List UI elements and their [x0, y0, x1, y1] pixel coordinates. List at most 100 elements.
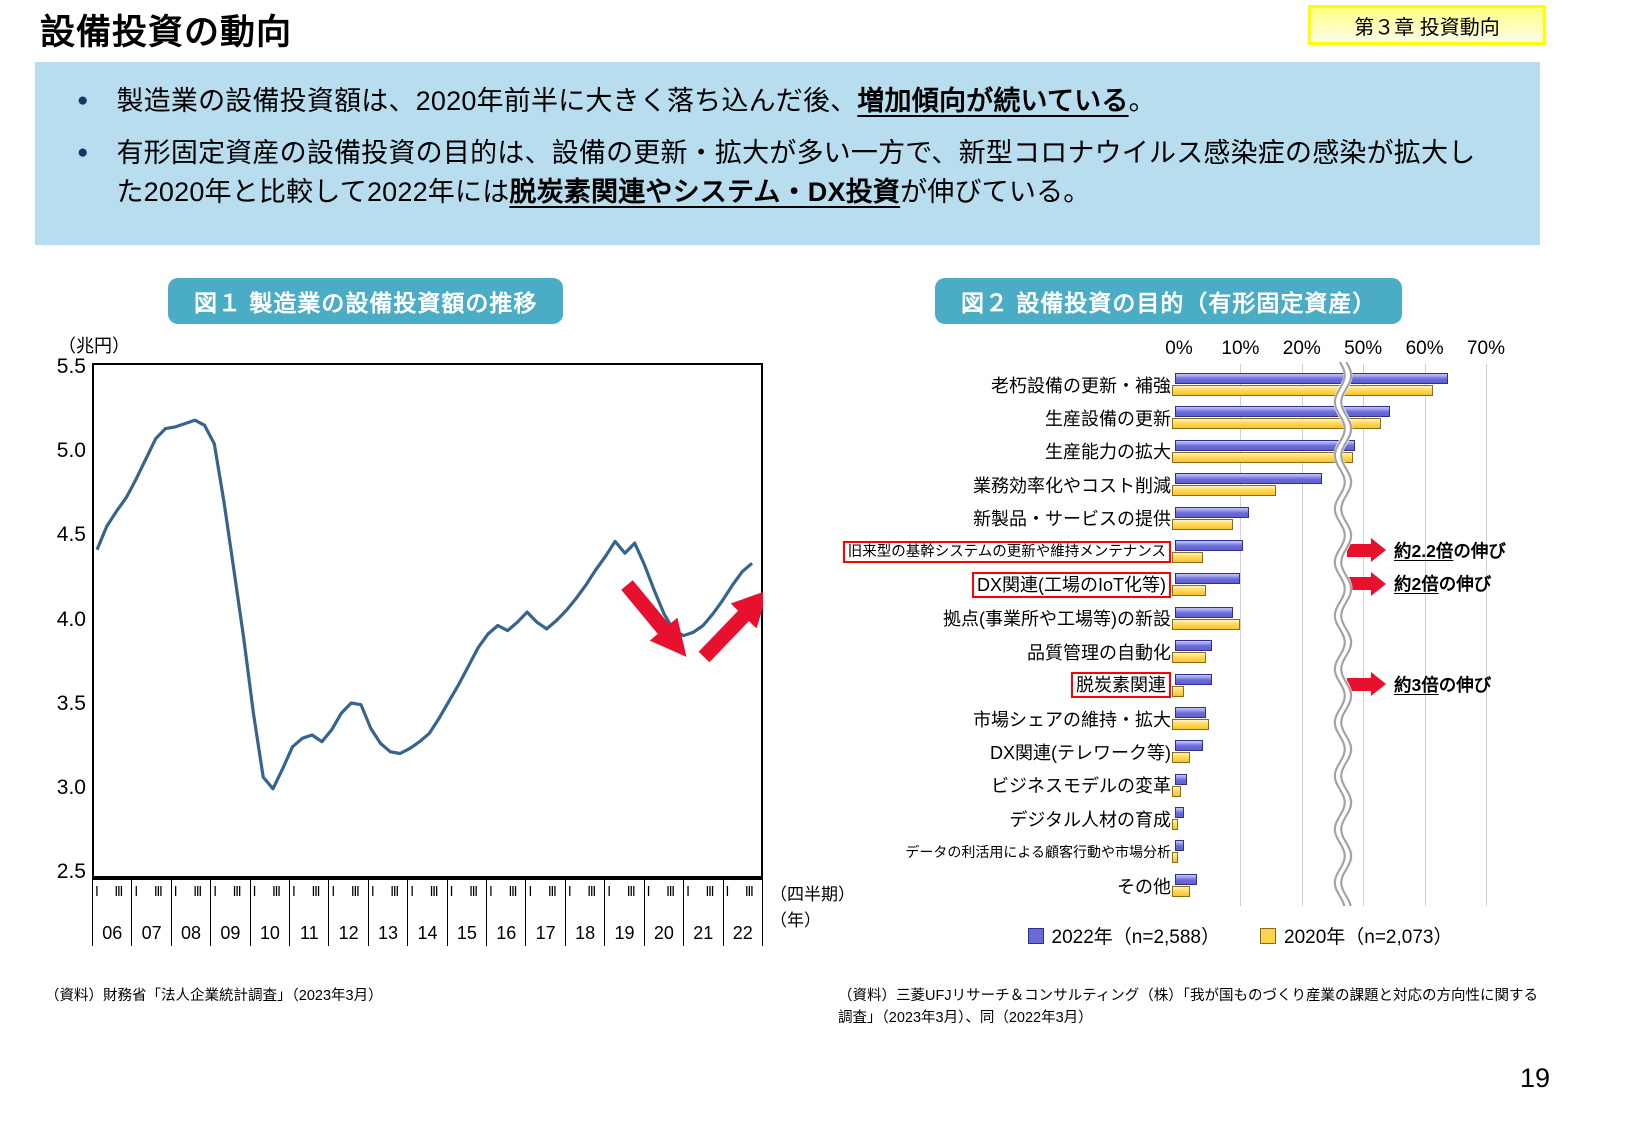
- bar-2022: [1175, 606, 1234, 618]
- legend-item-2020: 2020年（n=2,073）: [1260, 922, 1452, 949]
- plain-text: 有形固定資産の設備投資の目的は、設備の更新・拡大が多い一方で、新型コロナウイルス…: [116, 138, 1476, 207]
- bar-2022: [1175, 640, 1212, 652]
- figure2-bar-pair: [1172, 401, 1520, 434]
- highlighted-category-label: 旧来型の基幹システムの更新や維持メンテナンス: [842, 540, 1171, 563]
- bar-2022: [1175, 840, 1185, 852]
- plain-text: 。: [1128, 86, 1156, 116]
- growth-annotation-text: 約3倍の伸び: [1394, 672, 1491, 697]
- bar-2022: [1175, 673, 1212, 685]
- figure1-year-label: 11: [299, 923, 319, 943]
- growth-ratio-underlined: 約2倍: [1394, 574, 1439, 595]
- figure1-year-label: 10: [259, 923, 280, 943]
- bar-2020: [1172, 885, 1191, 897]
- figure1-year-cell: Ⅰ Ⅲ 19: [604, 880, 643, 946]
- category-label-text: 品質管理の自動化: [1027, 642, 1171, 663]
- chapter-badge: 第３章 投資動向: [1308, 5, 1546, 45]
- figure1-quarter-ticks: Ⅰ Ⅲ: [686, 884, 721, 899]
- figure1-year-label: 17: [535, 923, 556, 943]
- figure2-bar-pair: [1172, 468, 1520, 501]
- bar-2020: [1172, 418, 1381, 430]
- figure2-category-label: データの利活用による顧客行動や市場分析: [840, 842, 1175, 862]
- highlighted-category-label: 脱炭素関連: [1071, 671, 1171, 699]
- figure2-x-tick-label: 50%: [1344, 338, 1383, 359]
- red-arrow-head: [1371, 538, 1386, 563]
- bar-2020: [1172, 618, 1240, 630]
- figure2-source-line2: 調査」（2023年3月）、同（2022年3月）: [838, 1009, 1093, 1026]
- figure1-year-cell: Ⅰ Ⅲ 15: [446, 880, 486, 946]
- legend-label: 2020年（n=2,073）: [1284, 927, 1453, 948]
- bar-2022: [1175, 506, 1249, 518]
- figure2-bar-pair: [1172, 368, 1520, 401]
- figure1-axis-note-year: （年）: [770, 911, 821, 931]
- bar-2022: [1175, 439, 1356, 451]
- figure1-year-cell: Ⅰ Ⅲ 09: [210, 880, 249, 946]
- figure1-year-cell: Ⅰ Ⅲ 13: [367, 880, 407, 946]
- bar-2022: [1175, 373, 1449, 384]
- figure1-quarter-ticks: Ⅰ Ⅲ: [292, 884, 327, 899]
- growth-annotation: 約3倍の伸び: [1347, 672, 1491, 697]
- figure1-year-cell: Ⅰ Ⅲ 06: [92, 880, 131, 946]
- bullet-icon: ●: [77, 142, 89, 164]
- figure2-row: 拠点(事業所や工場等)の新設: [840, 602, 1540, 635]
- figure1-year-label: 20: [653, 923, 674, 943]
- figure1-year-label: 13: [378, 923, 399, 943]
- figure2-row: 脱炭素関連 約3倍の伸び: [840, 669, 1540, 702]
- figure1-y-tick-label: 4.0: [56, 607, 86, 631]
- figure2-x-tick-label: 0%: [1165, 338, 1193, 359]
- figure2-row: 生産設備の更新: [840, 401, 1540, 434]
- figure2-row: 生産能力の拡大: [840, 435, 1540, 468]
- figure2-category-label: DX関連(工場のIoT化等): [840, 571, 1175, 599]
- figure2-category-label: 生産能力の拡大: [840, 438, 1175, 464]
- figure1-quarter-ticks: Ⅰ Ⅲ: [607, 884, 642, 899]
- figure1-year-cell: Ⅰ Ⅲ 11: [289, 880, 328, 946]
- bar-2020: [1172, 385, 1433, 396]
- figure1-y-tick-label: 3.0: [56, 775, 86, 799]
- figure1-quarter-ticks: Ⅰ Ⅲ: [489, 884, 524, 899]
- figure2-row: 新製品・サービスの提供: [840, 502, 1540, 535]
- figure2-x-axis-ticks: 0% 10% 20% 50% 60% 70%: [1165, 338, 1520, 362]
- figure2-source-line1: （資料）三菱UFJリサーチ＆コンサルティング（株）「我が国ものづくり産業の課題と…: [838, 988, 1538, 1004]
- figure2-bar-pair: [1172, 869, 1520, 902]
- figure2-legend: 2022年（n=2,588） 2020年（n=2,073）: [1000, 922, 1480, 949]
- bar-2020: [1172, 551, 1203, 563]
- recovery-arrow-icon: [698, 590, 769, 663]
- figure2-bar-pair: 約2倍の伸び: [1172, 568, 1520, 601]
- bar-2022: [1175, 807, 1185, 819]
- figure1-year-label: 14: [417, 923, 438, 943]
- figure2-bar-pair: [1172, 702, 1520, 735]
- bar-2020: [1172, 652, 1206, 664]
- red-arrow-icon: [1347, 571, 1386, 596]
- figure2-row: 市場シェアの維持・拡大: [840, 702, 1540, 735]
- figure2-category-label: デジタル人材の育成: [840, 806, 1175, 832]
- figure1-line-chart: [92, 363, 769, 878]
- category-label-text: デジタル人材の育成: [1009, 809, 1171, 830]
- figure1-year-label: 08: [181, 923, 202, 943]
- figure1-quarter-ticks: Ⅰ Ⅲ: [646, 884, 682, 899]
- chapter-badge-label: 第３章 投資動向: [1354, 16, 1500, 39]
- summary-bullet-1: ● 製造業の設備投資額は、2020年前半に大きく落ち込んだ後、増加傾向が続いている…: [77, 82, 1500, 120]
- figure2-category-label: 生産設備の更新: [840, 405, 1175, 431]
- figure1-year-label: 07: [141, 923, 162, 943]
- figure2-category-label: 旧来型の基幹システムの更新や維持メンテナンス: [840, 540, 1175, 563]
- figure1-year-cell: Ⅰ Ⅲ 20: [643, 880, 683, 946]
- figure1-y-tick-label: 5.0: [56, 439, 86, 463]
- decline-arrow-icon: [621, 580, 687, 657]
- summary-box: ● 製造業の設備投資額は、2020年前半に大きく落ち込んだ後、増加傾向が続いている…: [35, 62, 1540, 245]
- figure2-source: （資料）三菱UFJリサーチ＆コンサルティング（株）「我が国ものづくり産業の課題と…: [838, 986, 1548, 1030]
- figure2-bar-pair: 約2.2倍の伸び: [1172, 535, 1520, 568]
- figure2-bar-pair: [1172, 735, 1520, 768]
- bar-2022: [1175, 539, 1243, 551]
- figure1-quarter-ticks: Ⅰ Ⅲ: [134, 884, 169, 899]
- highlighted-category-label: DX関連(工場のIoT化等): [972, 571, 1171, 599]
- figure2-category-label: 品質管理の自動化: [840, 639, 1175, 665]
- figure1-quarter-ticks: Ⅰ Ⅲ: [725, 884, 760, 899]
- page-number: 19: [1520, 1063, 1551, 1093]
- figure2-row: 業務効率化やコスト削減: [840, 468, 1540, 501]
- bar-2022: [1175, 573, 1240, 585]
- figure1-y-tick-label: 4.5: [56, 523, 86, 547]
- figure1-year-label: 09: [220, 923, 241, 943]
- bar-2020: [1172, 585, 1206, 597]
- legend-swatch-icon: [1027, 927, 1044, 944]
- figure1-quarter-ticks: Ⅰ Ⅲ: [528, 884, 563, 899]
- growth-ratio-underlined: 約3倍: [1394, 674, 1439, 695]
